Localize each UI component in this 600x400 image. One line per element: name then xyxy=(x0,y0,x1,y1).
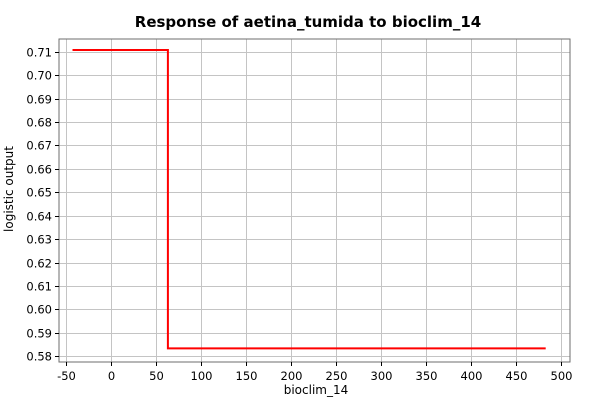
x-tick-label: 250 xyxy=(326,369,348,383)
y-axis: 0.58 0.59 0.60 0.61 0.62 0.63 0.64 0.65 0.66 0.67… xyxy=(26,46,59,364)
x-tick-label: 150 xyxy=(236,369,258,383)
y-tick-label: 0.58 xyxy=(26,350,52,364)
x-tick-label: 350 xyxy=(416,369,438,383)
y-tick-label: 0.63 xyxy=(26,233,52,247)
y-tick-label: 0.65 xyxy=(26,186,52,200)
chart-title: Response of aetina_tumida to bioclim_14 xyxy=(135,13,481,31)
grid xyxy=(59,39,570,362)
y-tick-label: 0.60 xyxy=(26,303,52,317)
x-tick-label: 450 xyxy=(506,369,528,383)
y-tick-label: 0.66 xyxy=(26,163,52,177)
y-tick-label: 0.71 xyxy=(26,46,52,60)
x-tick-label: 50 xyxy=(149,369,164,383)
x-axis: -50 0 50 100 150 200 250 300 350 400 450 500 xyxy=(57,362,572,383)
y-tick-label: 0.67 xyxy=(26,139,52,153)
y-tick-label: 0.64 xyxy=(26,210,52,224)
x-tick-label: -50 xyxy=(57,369,76,383)
x-tick-label: 0 xyxy=(108,369,115,383)
x-tick-label: 100 xyxy=(191,369,213,383)
x-tick-label: 400 xyxy=(461,369,483,383)
x-axis-label: bioclim_14 xyxy=(284,383,349,397)
y-tick-label: 0.61 xyxy=(26,280,52,294)
y-tick-label: 0.62 xyxy=(26,257,52,271)
y-axis-label: logistic output xyxy=(2,146,16,232)
x-tick-label: 300 xyxy=(371,369,393,383)
y-tick-label: 0.69 xyxy=(26,93,52,107)
y-tick-label: 0.68 xyxy=(26,116,52,130)
x-tick-label: 500 xyxy=(551,369,573,383)
response-curve xyxy=(72,49,546,350)
x-tick-label: 200 xyxy=(281,369,303,383)
plot-frame xyxy=(58,38,571,363)
series-layer xyxy=(72,49,546,350)
y-tick-label: 0.70 xyxy=(26,69,52,83)
y-tick-label: 0.59 xyxy=(26,327,52,341)
